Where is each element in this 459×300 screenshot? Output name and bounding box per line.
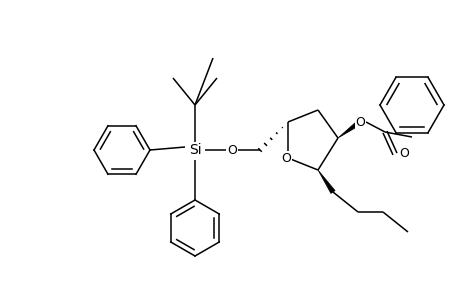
Polygon shape xyxy=(317,170,334,194)
Text: Si: Si xyxy=(188,143,201,157)
Text: O: O xyxy=(398,146,408,160)
Text: O: O xyxy=(355,116,364,128)
Polygon shape xyxy=(337,120,361,138)
Text: O: O xyxy=(227,143,236,157)
Text: O: O xyxy=(280,152,290,164)
